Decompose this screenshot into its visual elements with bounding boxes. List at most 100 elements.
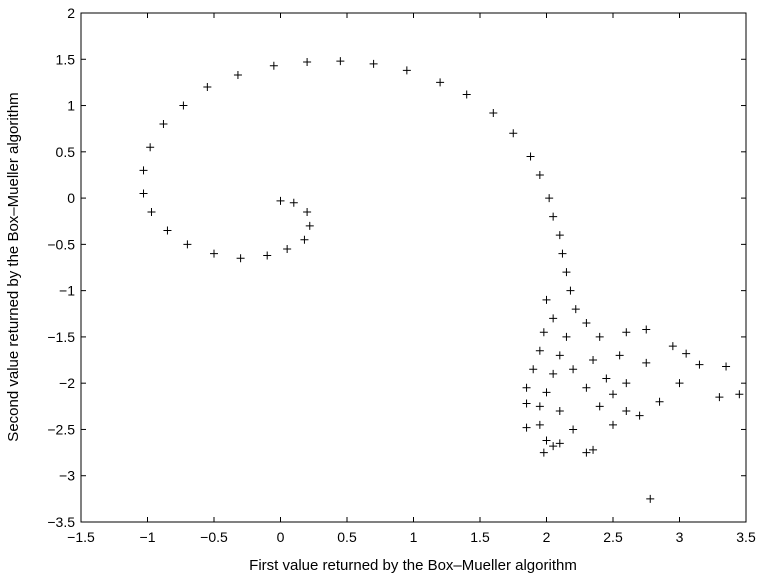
data-point	[139, 166, 148, 175]
data-point	[529, 365, 538, 374]
data-point	[642, 358, 651, 367]
y-tick-label: 2	[67, 5, 75, 21]
data-point	[682, 349, 691, 358]
data-point	[489, 108, 498, 117]
data-point	[569, 365, 578, 374]
data-point	[675, 379, 684, 388]
x-tick-label: 0	[277, 529, 285, 545]
data-point	[609, 420, 617, 429]
data-point	[269, 61, 278, 70]
data-point	[522, 423, 531, 432]
data-point	[369, 59, 378, 68]
x-tick-label: −1.5	[67, 529, 95, 545]
data-point	[595, 332, 604, 341]
data-point	[571, 305, 580, 314]
data-point	[635, 411, 644, 420]
data-point	[276, 196, 285, 205]
data-point	[589, 445, 598, 454]
data-point	[582, 383, 591, 392]
data-point	[236, 254, 245, 263]
data-point	[569, 425, 578, 434]
data-point	[622, 328, 631, 337]
data-point	[210, 249, 218, 258]
data-point	[622, 379, 631, 388]
y-tick-label: −1.5	[47, 329, 75, 345]
y-tick-label: 1.5	[56, 51, 76, 67]
y-axis-title: Second value returned by the Box–Mueller…	[5, 92, 22, 441]
data-point	[522, 399, 531, 408]
data-point	[203, 83, 212, 92]
data-point	[146, 143, 155, 152]
data-point	[147, 207, 156, 216]
data-point	[549, 212, 558, 221]
data-point	[722, 362, 731, 371]
data-point	[542, 436, 551, 445]
data-point	[522, 383, 531, 392]
data-point	[263, 251, 272, 260]
y-tick-label: 0.5	[56, 144, 76, 160]
x-tick-label: 3	[676, 529, 684, 545]
data-point	[159, 120, 168, 129]
data-point	[535, 420, 544, 429]
y-tick-label: −3.5	[47, 514, 75, 530]
data-point	[539, 328, 548, 337]
plot-area-frame	[80, 12, 747, 523]
data-point	[283, 244, 292, 253]
data-point	[509, 129, 518, 138]
data-point	[542, 388, 551, 397]
x-tick-label: −1	[140, 529, 156, 545]
data-point	[462, 90, 471, 99]
data-point	[622, 406, 631, 415]
data-point	[589, 356, 598, 365]
data-point	[562, 268, 571, 277]
data-point	[555, 439, 564, 448]
x-tick-label: 1	[410, 529, 418, 545]
data-point	[642, 325, 651, 334]
y-tick-label: −3	[59, 468, 75, 484]
y-tick-label: −2.5	[47, 421, 75, 437]
data-point	[233, 71, 242, 80]
data-point	[695, 360, 704, 369]
data-point	[402, 66, 411, 75]
data-point	[300, 235, 309, 244]
data-point	[668, 342, 677, 351]
data-point	[566, 286, 575, 295]
y-tick-labels: 2 1.5 1 0.5 0 −0.5 −1 −1.5 −2 −2.5 −3 −3.5	[47, 5, 75, 530]
data-point	[715, 393, 724, 402]
x-tick-label: 3.5	[736, 529, 756, 545]
data-point	[303, 58, 312, 67]
data-points	[139, 57, 744, 503]
data-point	[655, 397, 664, 406]
data-point	[562, 332, 571, 341]
data-point	[526, 152, 535, 161]
data-point	[582, 319, 591, 328]
x-tick-label: 2	[543, 529, 551, 545]
data-point	[549, 314, 558, 323]
x-tick-label: 2.5	[603, 529, 623, 545]
data-point	[303, 207, 312, 216]
data-point	[436, 78, 445, 87]
data-point	[535, 346, 544, 355]
data-point	[289, 198, 298, 207]
y-tick-label: 0	[67, 190, 75, 206]
data-point	[609, 390, 617, 399]
x-axis-title: First value returned by the Box–Mueller …	[249, 557, 577, 574]
data-point	[535, 402, 544, 411]
y-tick-label: −1	[59, 283, 75, 299]
data-point	[558, 249, 567, 258]
data-point	[555, 231, 564, 240]
axis-ticks	[80, 12, 747, 523]
data-point	[535, 170, 544, 179]
data-point	[549, 369, 558, 378]
data-point	[602, 374, 611, 383]
y-tick-label: 1	[67, 98, 75, 114]
data-point	[545, 194, 554, 203]
x-tick-labels: −1.5 −1 −0.5 0 0.5 1 1.5 2 2.5 3 3.5	[67, 529, 756, 545]
data-point	[555, 406, 564, 415]
data-point	[555, 351, 564, 360]
data-point	[735, 390, 744, 399]
data-point	[336, 57, 345, 66]
x-tick-label: −0.5	[200, 529, 228, 545]
y-tick-label: −0.5	[47, 236, 75, 252]
